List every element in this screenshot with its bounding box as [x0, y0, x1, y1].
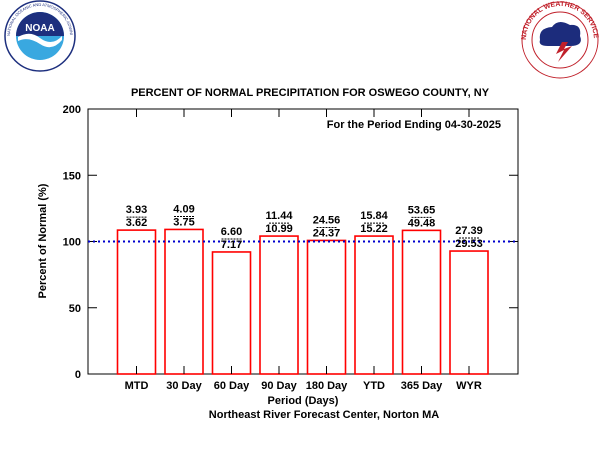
x-axis-label: Period (Days): [268, 395, 339, 407]
y-axis-label: Percent of Normal (%): [37, 183, 49, 298]
x-tick-label: 365 Day: [401, 380, 443, 392]
x-tick-label: WYR: [456, 380, 482, 392]
y-tick-label: 100: [63, 237, 81, 249]
observed-label: 27.39: [455, 225, 483, 237]
nws-logo: NATIONAL WEATHER SERVICE: [521, 1, 599, 79]
observed-label: 4.09: [173, 203, 194, 215]
bar: [401, 229, 442, 375]
x-axis: MTD 30 Day 60 Day 90 Day 180 Day YTD 365 Day WY…: [125, 109, 482, 392]
x-tick-label: 30 Day: [166, 380, 202, 392]
observed-label: 11.44: [266, 210, 294, 222]
normal-label: 3.75: [173, 216, 194, 228]
normal-label: 7.17: [221, 239, 242, 251]
observed-label: 24.56: [313, 214, 341, 226]
bar: [116, 229, 157, 375]
normal-label: 10.99: [265, 223, 293, 235]
observed-label: 3.93: [126, 204, 147, 216]
y-tick-label: 50: [69, 303, 81, 315]
y-tick-label: 200: [63, 104, 81, 116]
bar: [211, 251, 252, 375]
normal-label: 3.62: [126, 217, 147, 229]
x-tick-label: MTD: [125, 380, 149, 392]
observed-label: 15.84: [360, 210, 388, 222]
y-tick-label: 150: [63, 170, 81, 182]
normal-label: 15.22: [360, 223, 388, 235]
x-tick-label: 180 Day: [306, 380, 348, 392]
bar: [354, 235, 394, 375]
x-tick-label: YTD: [363, 380, 385, 392]
bars: [116, 228, 489, 375]
bar: [164, 228, 204, 375]
normal-label: 24.37: [313, 227, 341, 239]
bar: [259, 235, 299, 375]
y-axis: 0 50 100 150 200: [63, 104, 518, 381]
value-labels: 3.933.624.093.756.607.1711.4410.9924.562…: [126, 203, 483, 251]
x-tick-label: 90 Day: [261, 380, 297, 392]
chart-subtitle: For the Period Ending 04-30-2025: [327, 119, 501, 131]
bar: [306, 239, 347, 375]
noaa-logo-text: NOAA: [25, 23, 54, 34]
observed-label: 6.60: [221, 226, 242, 238]
y-tick-label: 0: [75, 369, 81, 381]
normal-label: 49.48: [408, 217, 436, 229]
chart-title: PERCENT OF NORMAL PRECIPITATION FOR OSWE…: [131, 87, 490, 99]
observed-label: 53.65: [408, 204, 436, 216]
normal-label: 29.53: [455, 238, 483, 250]
bar: [449, 250, 489, 375]
chart-credit: Northeast River Forecast Center, Norton …: [209, 409, 439, 421]
x-tick-label: 60 Day: [214, 380, 250, 392]
noaa-logo: NOAA NATIONAL OCEANIC AND ATMOSPHERIC AD…: [0, 0, 76, 72]
